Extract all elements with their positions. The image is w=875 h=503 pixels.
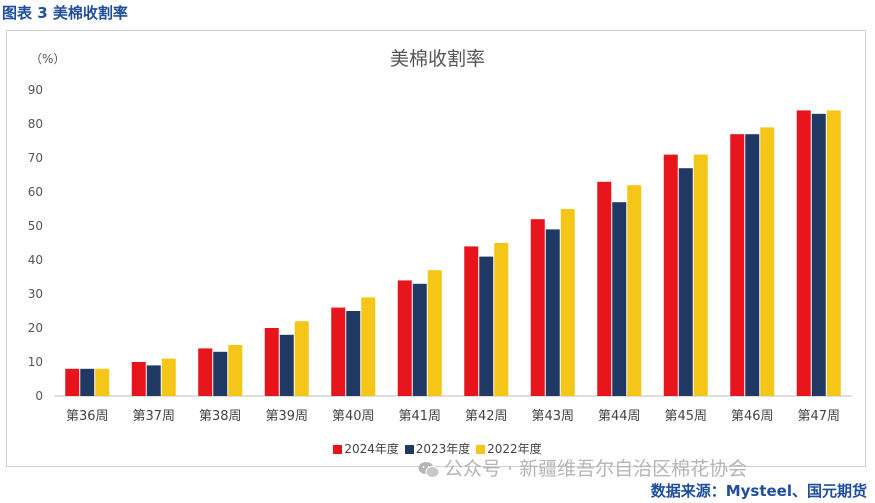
bar-2024年度-第44周	[597, 181, 612, 396]
watermark: 公众号 · 新疆维吾尔自治区棉花协会	[418, 454, 747, 481]
bar-2022年度-第40周	[361, 297, 376, 396]
x-tick-label: 第44周	[598, 409, 641, 424]
x-tick-label: 第38周	[199, 409, 242, 424]
y-tick-label: 20	[28, 321, 43, 335]
bar-2023年度-第45周	[678, 168, 693, 396]
x-tick-label: 第45周	[664, 409, 707, 424]
chart-title: 美棉收割率	[389, 48, 485, 70]
bar-2023年度-第41周	[412, 283, 427, 396]
legend-item-2023: 2023年度	[404, 440, 471, 457]
bar-2022年度-第44周	[627, 185, 642, 396]
bar-2022年度-第39周	[294, 321, 309, 396]
bar-2022年度-第42周	[494, 243, 509, 396]
bar-2024年度-第45周	[663, 154, 678, 396]
bar-2024年度-第37周	[131, 362, 146, 396]
bar-2023年度-第42周	[479, 256, 494, 396]
watermark-text: 公众号 · 新疆维吾尔自治区棉花协会	[444, 458, 748, 480]
legend-item-2022: 2022年度	[476, 440, 542, 457]
legend-swatch-2023	[404, 445, 414, 454]
bar-2024年度-第40周	[331, 307, 346, 396]
x-tick-label: 第42周	[465, 409, 508, 424]
y-tick-label: 30	[28, 287, 43, 301]
x-tick-label: 第37周	[132, 409, 175, 424]
wechat-icon	[418, 461, 440, 478]
x-tick-label: 第36周	[66, 409, 109, 424]
bar-2024年度-第39周	[264, 328, 279, 396]
bar-2022年度-第43周	[560, 209, 575, 396]
legend-swatch-2022	[476, 445, 486, 454]
y-tick-label: 70	[28, 151, 43, 165]
x-tick-label: 第40周	[332, 409, 375, 424]
bar-2023年度-第40周	[346, 311, 361, 396]
y-tick-label: 80	[28, 117, 43, 131]
bar-2022年度-第36周	[95, 368, 110, 396]
bar-2023年度-第43周	[545, 229, 560, 396]
bar-2024年度-第46周	[730, 134, 745, 396]
bar-2024年度-第47周	[796, 110, 811, 397]
y-tick-label: 40	[28, 253, 43, 267]
bar-2023年度-第37周	[146, 365, 161, 396]
bar-2022年度-第46周	[760, 127, 775, 397]
bar-2023年度-第47周	[811, 113, 826, 397]
bar-2024年度-第42周	[464, 246, 479, 396]
x-tick-label: 第39周	[265, 409, 308, 424]
legend-label-2023: 2023年度	[415, 442, 471, 456]
bar-2022年度-第41周	[427, 270, 442, 396]
legend-swatch-2024	[333, 445, 343, 454]
bar-2024年度-第43周	[530, 219, 545, 396]
y-tick-label: 90	[28, 83, 43, 97]
y-tick-label: 50	[28, 219, 43, 233]
x-tick-label: 第46周	[731, 409, 774, 424]
bar-2022年度-第38周	[228, 345, 243, 396]
y-tick-label: 60	[28, 185, 43, 199]
data-source: 数据来源：Mysteel、国元期货	[650, 482, 867, 500]
bar-2023年度-第36周	[80, 368, 95, 396]
x-tick-label: 第43周	[531, 409, 574, 424]
x-tick-label: 第41周	[398, 409, 441, 424]
y-tick-label: 0	[35, 389, 43, 403]
bar-2024年度-第36周	[65, 368, 80, 396]
bar-2023年度-第39周	[279, 334, 294, 396]
bar-2023年度-第44周	[612, 202, 627, 396]
y-unit-label: （%）	[30, 52, 66, 66]
x-tick-label: 第47周	[797, 409, 840, 424]
y-tick-label: 10	[28, 355, 43, 369]
figure-caption: 图表 3 美棉收割率	[2, 4, 128, 22]
chart-legend: 2024年度 2023年度 2022年度	[0, 440, 875, 457]
bar-2023年度-第38周	[213, 351, 228, 396]
bar-2023年度-第46周	[745, 134, 760, 396]
bar-2024年度-第41周	[397, 280, 412, 396]
bar-2024年度-第38周	[198, 348, 213, 396]
bar-2022年度-第47周	[826, 110, 841, 397]
legend-item-2024: 2024年度	[333, 440, 399, 457]
legend-label-2022: 2022年度	[487, 442, 542, 456]
bar-2022年度-第37周	[161, 358, 176, 396]
bar-2022年度-第45周	[693, 154, 708, 396]
legend-label-2024: 2024年度	[344, 442, 399, 456]
